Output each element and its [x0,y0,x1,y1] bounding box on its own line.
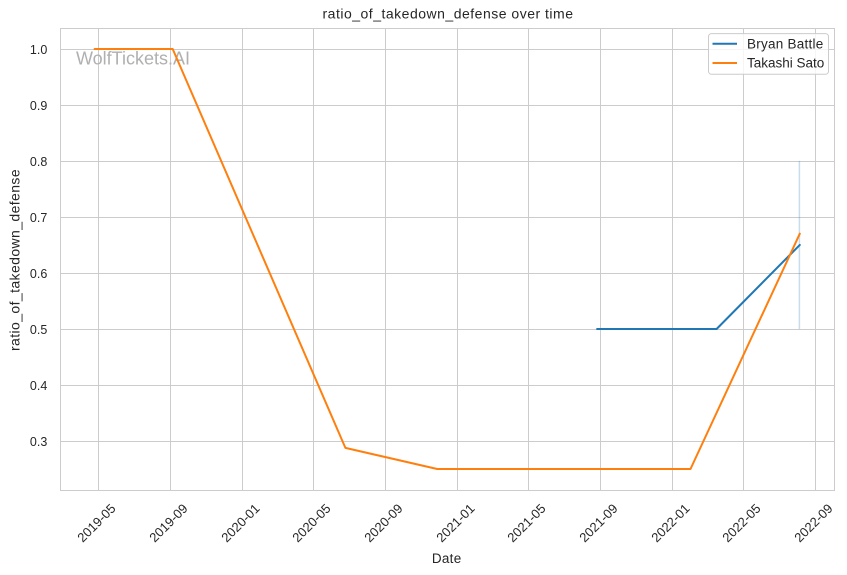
svg-text:0.9: 0.9 [30,99,47,113]
svg-text:0.8: 0.8 [30,155,47,169]
svg-text:ratio_of_takedown_defense over: ratio_of_takedown_defense over time [323,6,574,22]
svg-text:ratio_of_takedown_defense: ratio_of_takedown_defense [7,169,23,351]
svg-text:0.5: 0.5 [30,323,47,337]
svg-text:Bryan Battle: Bryan Battle [747,36,824,51]
svg-text:0.6: 0.6 [30,267,47,281]
svg-text:0.4: 0.4 [30,379,47,393]
svg-text:0.3: 0.3 [30,435,47,449]
svg-text:1.0: 1.0 [30,43,47,57]
svg-text:0.7: 0.7 [30,211,47,225]
svg-text:WolfTickets.AI: WolfTickets.AI [76,49,190,69]
svg-text:Date: Date [432,551,462,566]
svg-text:Takashi Sato: Takashi Sato [747,56,824,71]
